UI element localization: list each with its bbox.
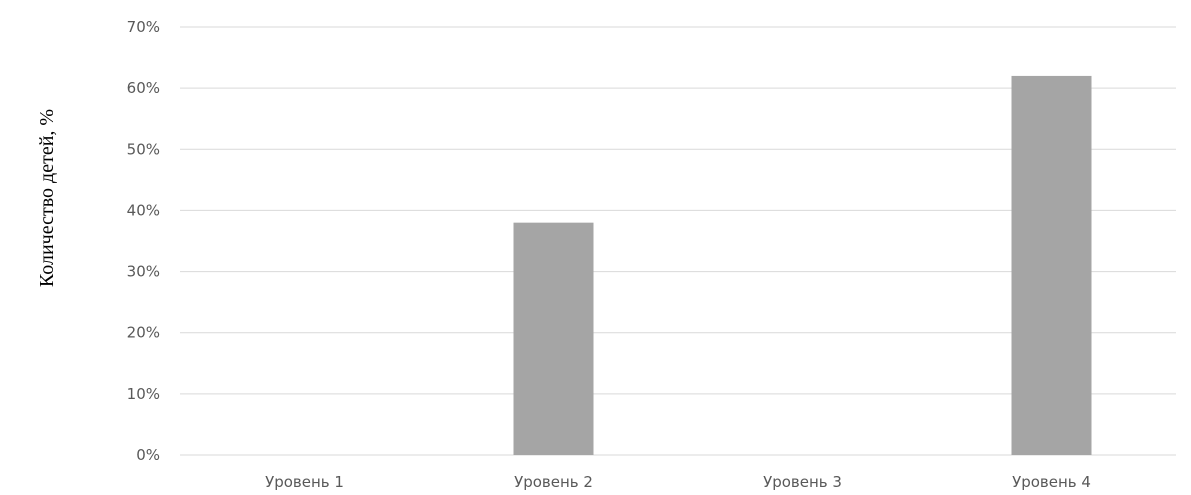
y-tick-label: 20% <box>127 324 160 342</box>
y-tick-label: 50% <box>127 140 160 158</box>
y-tick-label: 0% <box>136 446 160 464</box>
x-category-label: Уровень 1 <box>265 473 344 491</box>
y-tick-label: 70% <box>127 18 160 36</box>
bar <box>513 222 594 455</box>
x-category-label: Уровень 4 <box>1012 473 1091 491</box>
y-tick-label: 30% <box>127 263 160 281</box>
y-tick-label: 10% <box>127 385 160 403</box>
bars <box>513 75 1092 456</box>
x-category-label: Уровень 2 <box>514 473 593 491</box>
y-axis-ticks: 0% 10% 20% 30% 40% 50% 60% 70% <box>127 18 160 464</box>
bar <box>1011 75 1092 456</box>
y-axis-label: Количество детей, % <box>36 109 58 287</box>
y-tick-label: 60% <box>127 79 160 97</box>
y-tick-label: 40% <box>127 201 160 219</box>
gridlines <box>180 26 1176 456</box>
x-category-label: Уровень 3 <box>763 473 842 491</box>
x-axis-categories: Уровень 1 Уровень 2 Уровень 3 Уровень 4 <box>265 473 1091 491</box>
